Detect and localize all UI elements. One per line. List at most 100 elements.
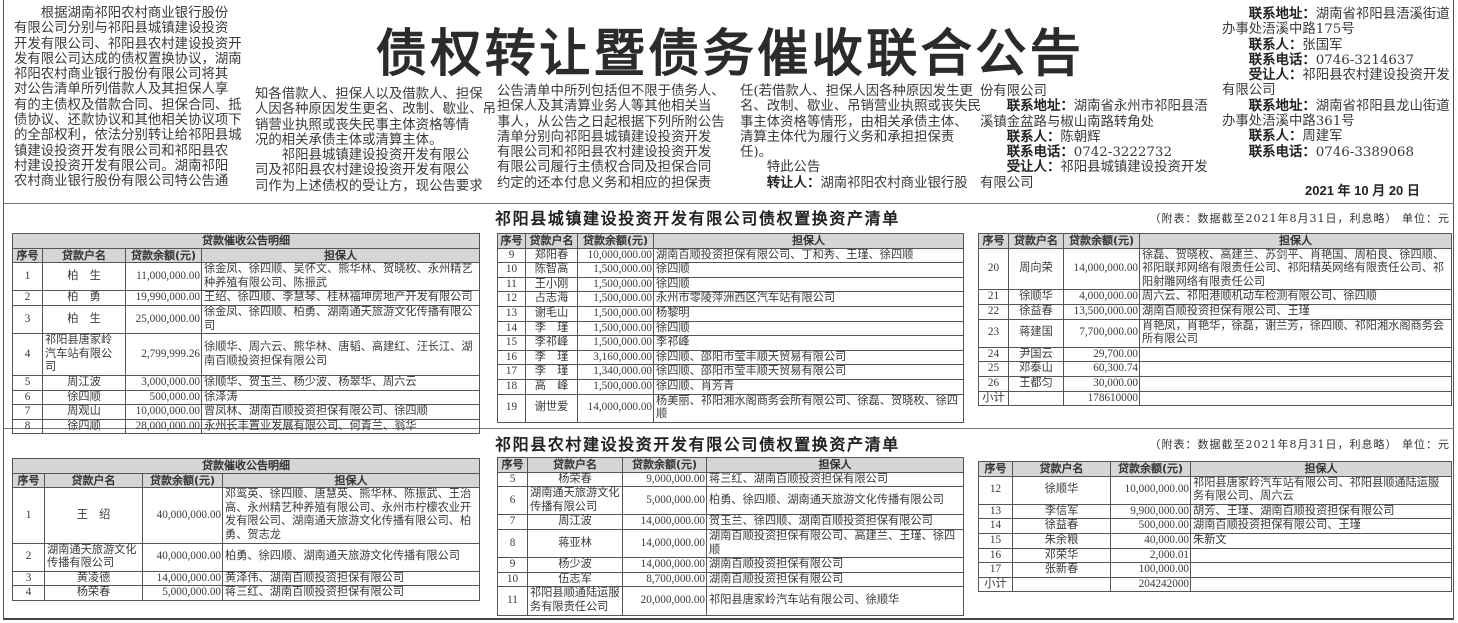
column-header: 贷款户名 — [525, 233, 578, 249]
field-label: 联系地址： — [980, 99, 1074, 115]
text-line: 有限公司和祁阳县农村建设投资开发 — [497, 145, 712, 161]
row-number: 2 — [12, 542, 45, 572]
row-number: 1 — [12, 487, 45, 544]
text-line: 联系地址：湖南省祁阳县龙山街道 — [1222, 99, 1454, 114]
text-line: 受让人：祁阳县农村建设投资开发 — [1222, 68, 1454, 83]
borrower-name: 谢世爱 — [525, 393, 578, 423]
guarantors: 徐四顺、邵阳市莹丰顺天贸易有限公司 — [653, 349, 964, 366]
guarantors: 祁阳县唐家岭汽车站有限公司、祁阳县顺通陆运服务有限公司、周六云 — [1190, 475, 1452, 505]
table-row: 5 杨荣春 9,000,000.00 蒋三红、湖南百顺投资担保有限公司 — [497, 471, 964, 488]
loan-balance: 10,000,000.00 — [577, 247, 654, 264]
guarantors: 永州市零陵萍洲西区汽车站有限公司 — [653, 291, 964, 307]
row-number: 19 — [497, 393, 526, 423]
column-header: 贷款余额(元) — [142, 472, 223, 489]
text-line: 担保人及其清算业务人等其他相关当 — [497, 99, 712, 115]
loan-balance: 4,000,000.00 — [1063, 289, 1140, 305]
text-line: 有限公司履行主债权合同及担保合同 — [497, 160, 712, 176]
borrower-name: 郑阳春 — [525, 247, 578, 264]
table-header-row: 序号 贷款户名 贷款余额(元) 担保人 — [497, 233, 964, 249]
borrower-name: 湖南通天旅游文化传播有限公司 — [44, 542, 143, 572]
intro-column-3: 公告清单中所列包括但不限于债务人、 担保人及其清算业务人等其他相关当 事人，从公告之… — [497, 84, 729, 191]
table-row: 11 王小刚 1,500,000.00 徐四顺 — [497, 276, 964, 293]
table-caption: 贷款催收公告明细 — [12, 458, 480, 474]
borrower-name: 李信军 — [1012, 503, 1111, 520]
table-row: 10 陈智高 1,500,000.00 徐四顺 — [497, 262, 964, 278]
text-line: 债协议、还款协议和其他相关协议项下 — [14, 113, 242, 129]
table-row: 7 周江波 14,000,000.00 贺玉兰、徐四顺、湖南百顺投资担保有限公司 — [497, 514, 964, 530]
borrower-name: 徐四顺 — [42, 418, 126, 435]
guarantors — [1190, 576, 1452, 593]
row-number: 17 — [978, 562, 1013, 578]
table-row: 15 朱余粮 40,000.00 朱新文 — [978, 532, 1452, 549]
borrower-name: 李祁峰 — [525, 335, 578, 351]
row-number: 2 — [12, 290, 43, 306]
guarantors — [1190, 562, 1452, 578]
field-label: 联系地址： — [1222, 98, 1316, 114]
text-line: 受让人：祁阳县城镇建设投资开发 — [980, 160, 1212, 175]
row-number: 14 — [497, 320, 526, 337]
table-row: 11 祁阳县顺通陆运服务有限责任公司 20,000,000.00 祁阳县唐家岭汽车站有… — [497, 586, 964, 616]
table-row: 16 李 瑾 3,160,000.00 徐四顺、邵阳市莹丰顺天贸易有限公司 — [497, 349, 964, 366]
guarantors: 朱新文 — [1190, 532, 1452, 549]
text-line: 镇建设投资开发有限公司和祁阳县农 — [14, 143, 229, 159]
borrower-name: 徐顺华 — [1008, 289, 1064, 305]
loan-balance: 5,000,000.00 — [142, 585, 223, 601]
text-line: 公告清单中所列包括但不限于债务人、 — [497, 84, 725, 99]
loan-table-2-2: 序号 贷款户名 贷款余额(元) 担保人 5 杨荣春 9,000,000.00 蒋三红、湖南百顺… — [497, 457, 964, 616]
subtotal-row: 小计 204242000 — [978, 576, 1452, 593]
borrower-name: 祁阳县顺通陆运服务有限责任公司 — [527, 586, 623, 616]
table-header-row: 序号 贷款户名 贷款余额(元) 担保人 — [978, 233, 1452, 249]
loan-balance: 19,990,000.00 — [125, 290, 202, 306]
column-header: 贷款余额(元) — [1063, 233, 1140, 249]
borrower-name: 高 峰 — [525, 378, 578, 395]
guarantors: 徐四顺、邵阳市莹丰顺天贸易有限公司 — [653, 364, 964, 380]
text-line: 份有限公司 — [980, 84, 1047, 99]
borrower-name: 周向荣 — [1008, 247, 1064, 291]
field-label: 联系地址： — [1222, 7, 1316, 22]
text-line: 联系人：张国军 — [1222, 38, 1454, 53]
loan-balance: 3,160,000.00 — [577, 349, 654, 366]
field-value: 0742-3222732 — [1073, 145, 1172, 161]
loan-balance: 1,500,000.00 — [577, 335, 654, 351]
column-header: 贷款户名 — [44, 472, 143, 489]
text-line: 农村商业银行股份有限公司特公告通 — [14, 174, 229, 190]
guarantors: 徐四顺 — [653, 262, 964, 278]
row-number: 10 — [497, 262, 526, 278]
text-line: 联系电话：0746-3389068 — [1222, 145, 1454, 160]
guarantors — [1190, 547, 1452, 564]
text-line: 有的主债权及借款合同、担保合同、抵 — [14, 97, 242, 113]
table-row: 23 蒋建国 7,700,000.00 肖艳凤，肖艳华，徐磊，谢兰芳，徐四顺、祁阳湘水… — [978, 318, 1452, 348]
borrower-name: 徐益春 — [1012, 518, 1111, 534]
text-line: 任(若借款人、担保人因各种原因发生更 — [740, 84, 973, 99]
borrower-name: 占志海 — [525, 291, 578, 307]
guarantors: 湖南百顺投资担保有限公司 — [706, 557, 964, 573]
field-label: 联系电话： — [1222, 144, 1316, 160]
column-header: 担保人 — [222, 472, 480, 489]
table-row: 24 尹国云 29,700.00 — [978, 346, 1452, 363]
row-number: 16 — [497, 349, 526, 366]
table-row: 8 蒋亚林 14,000,000.00 湖南百顺投资担保有限公司、高建兰、王瑾、徐四顺 — [497, 528, 964, 559]
guarantors — [1139, 390, 1452, 407]
loan-balance: 1,500,000.00 — [577, 305, 654, 322]
loan-balance: 14,000,000.00 — [622, 514, 707, 530]
table-row: 25 邓泰山 60,300.74 — [978, 361, 1452, 377]
intro-column-2: 知各借款人、担保人以及借款人、担保 人因各种原因发生更名、改制、歇业、吊 销营业执照… — [255, 87, 496, 194]
row-number: 11 — [497, 586, 528, 616]
loan-balance: 2,799,999.26 — [125, 333, 202, 376]
text-line: 事主体资格等情形，由相关承债主体、 — [740, 114, 968, 130]
table-row: 9 郑阳春 10,000,000.00 湖南百顺投资担保有限公司、丁和秀、王瑾、徐四顺 — [497, 247, 964, 264]
text-line: 有限公司 — [980, 175, 1034, 191]
section-note-rural: （附表：数据截至2021年8月31日，利息略） 单位：元 — [1149, 438, 1450, 451]
row-number: 8 — [497, 528, 528, 559]
table-row: 13 李信军 9,900,000.00 胡芳、王瑾、湖南百顺投资担保有限公司 — [978, 503, 1452, 520]
loan-balance: 9,900,000.00 — [1110, 503, 1191, 520]
row-number: 14 — [978, 518, 1013, 534]
text-line: 销营业执照或丧失民事主体资格等情 — [255, 117, 470, 133]
field-label: 受让人： — [980, 160, 1061, 176]
table-row: 8 徐四顺 28,000,000.00 永州长丰置业发展有限公司、何青兰、翁华 — [12, 418, 480, 435]
table-header-row: 序号 贷款户名 贷款余额(元) 担保人 — [12, 472, 480, 489]
row-number: 4 — [12, 585, 45, 601]
guarantors: 徐四顺 — [653, 320, 964, 337]
